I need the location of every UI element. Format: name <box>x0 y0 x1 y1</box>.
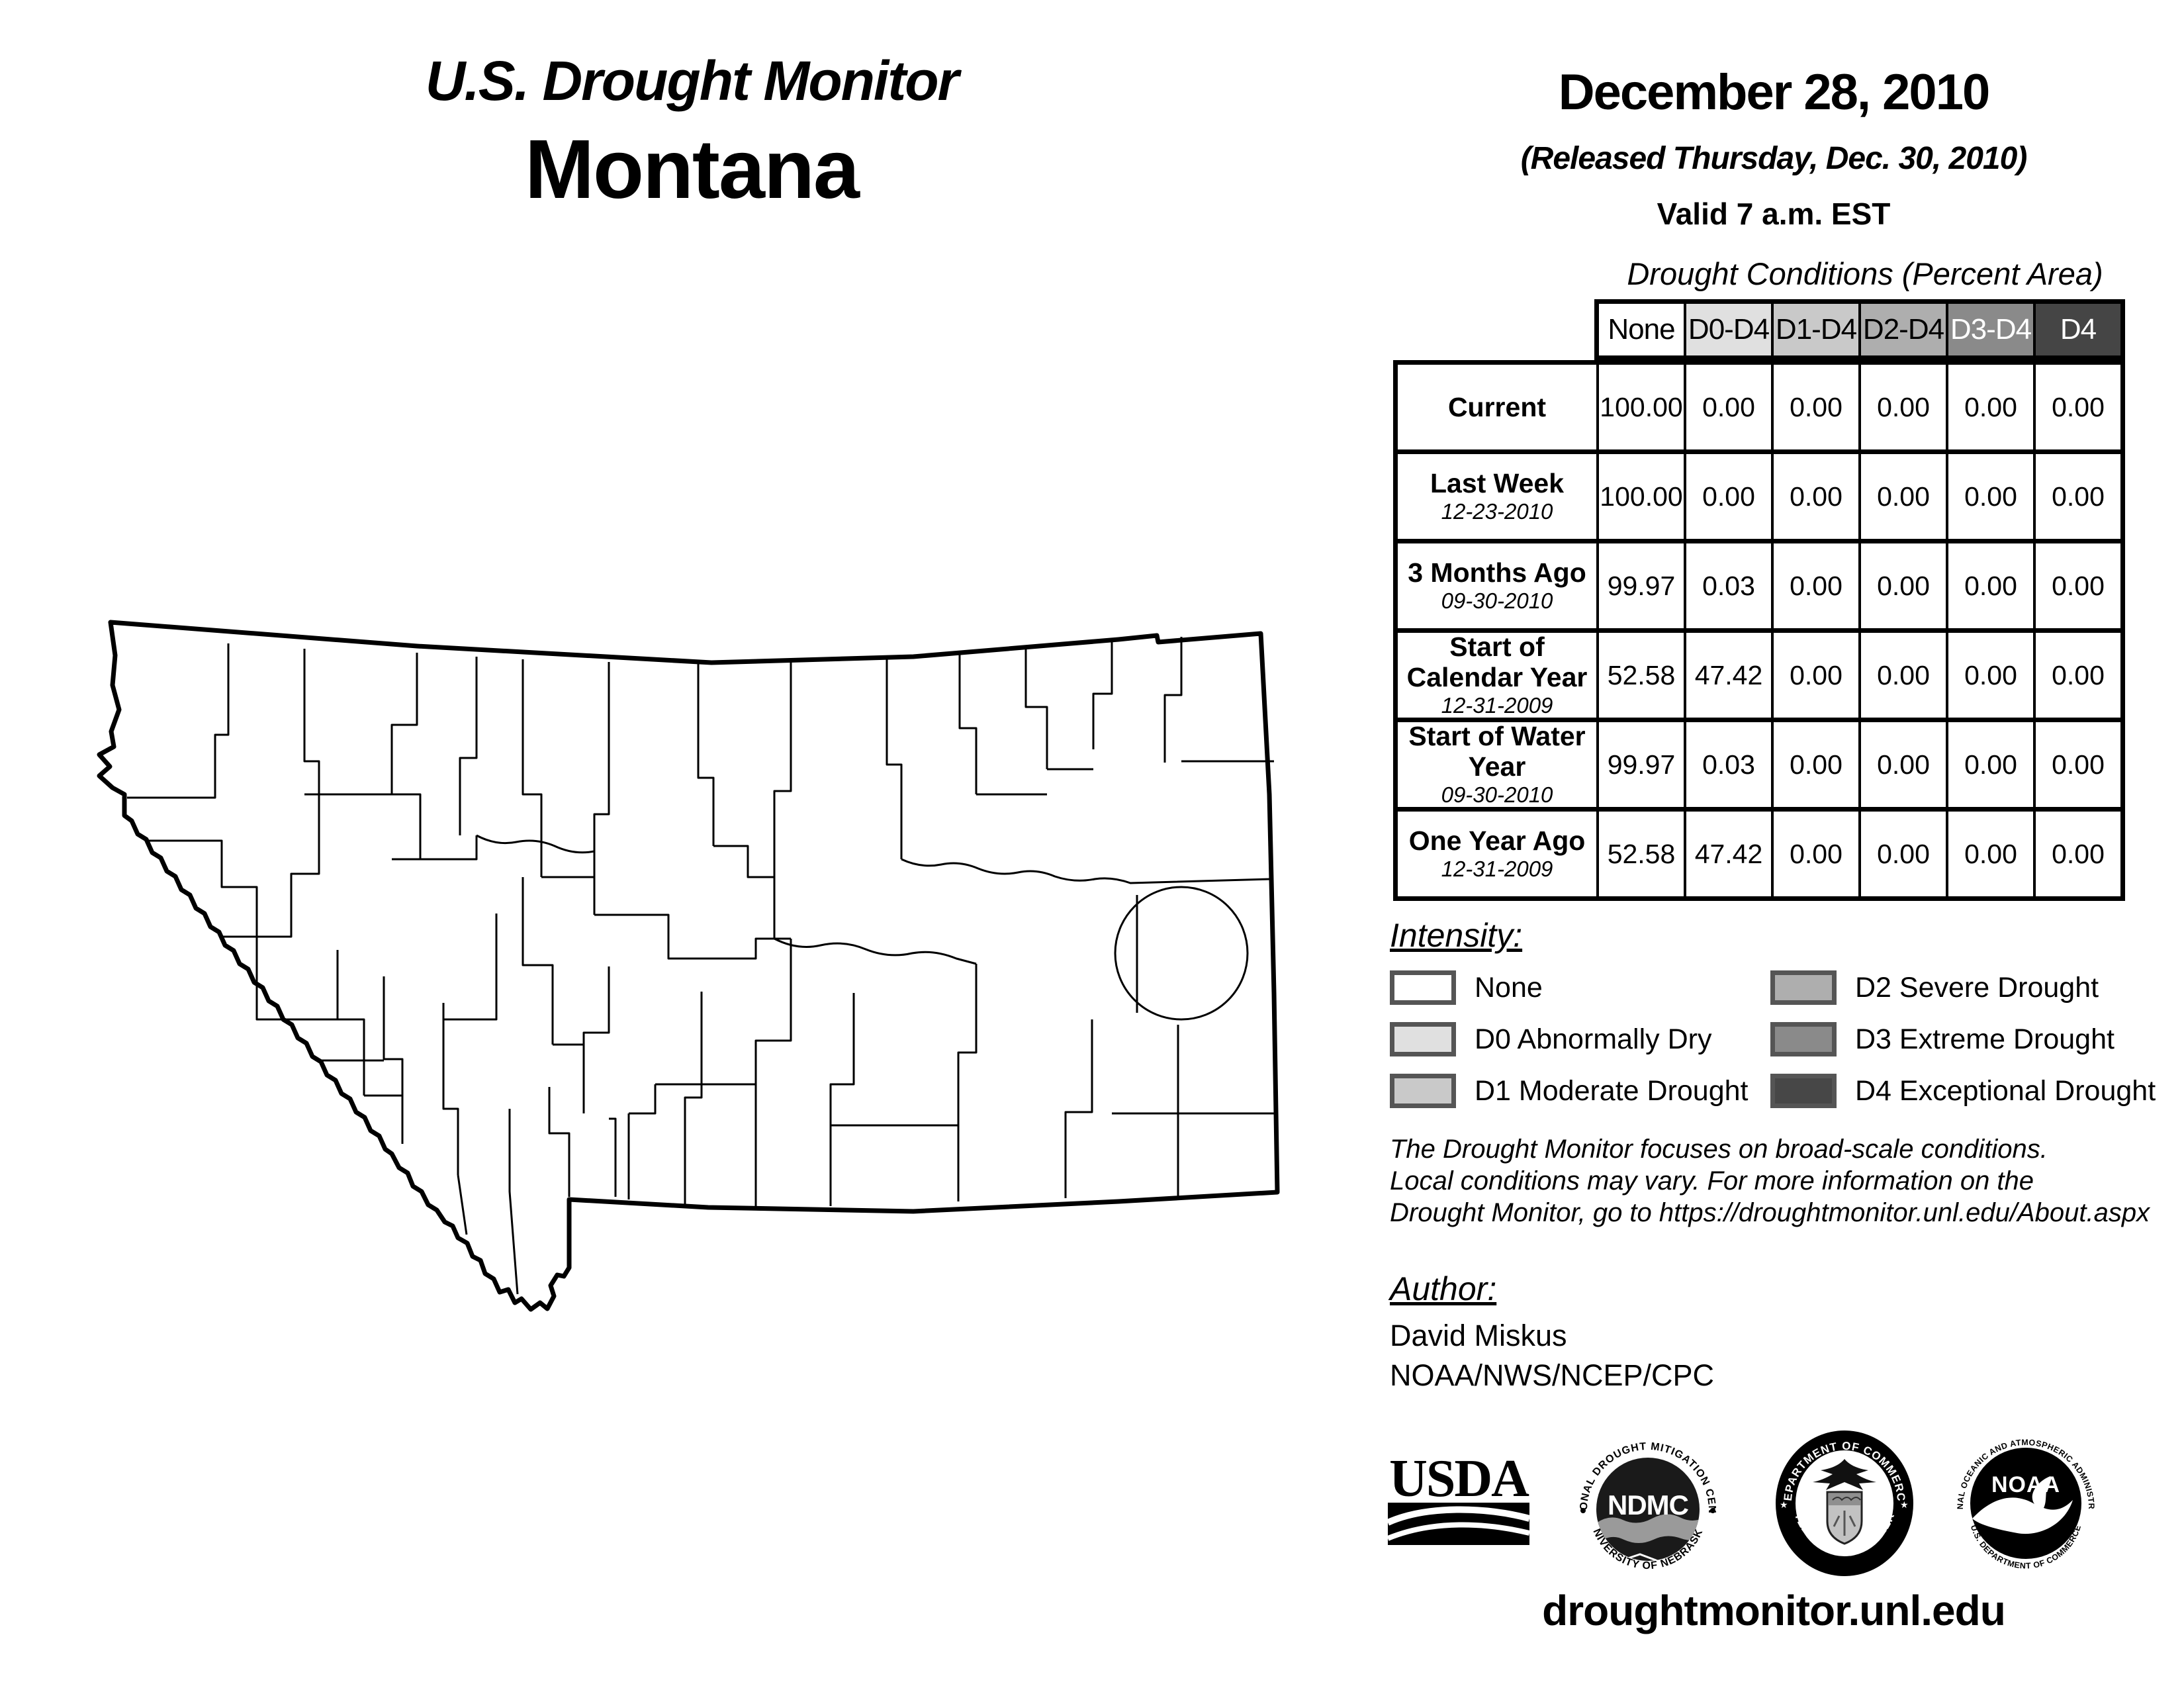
table-cell: 0.03 <box>1686 722 1771 807</box>
legend-column-left: None D0 Abnormally Dry D1 Moderate Droug… <box>1390 970 1749 1125</box>
table-cell: 0.00 <box>1948 812 2033 896</box>
drought-conditions-table: Current 100.00 0.00 0.00 0.00 0.00 0.00 … <box>1393 360 2125 901</box>
table-cell: 0.00 <box>1948 633 2033 718</box>
table-cell: 0.00 <box>2036 722 2120 807</box>
legend-swatch-d2 <box>1770 970 1837 1005</box>
table-cell: 0.00 <box>1861 722 1946 807</box>
table-cell: 0.00 <box>1948 722 2033 807</box>
title-block: U.S. Drought Monitor Montana <box>0 48 1383 216</box>
doc-star-right: ★ <box>1900 1499 1909 1510</box>
table-row-label: Current <box>1398 365 1596 449</box>
table-cell: 0.00 <box>2036 812 2120 896</box>
ndmc-logo-icon: NDMC NATIONAL DROUGHT MITIGATION CENTER … <box>1571 1423 1722 1584</box>
legend-swatch-d3 <box>1770 1022 1837 1056</box>
table-cell: 0.00 <box>1686 365 1771 449</box>
table-cell: 0.00 <box>1948 543 2033 628</box>
table-header-row: None D0-D4 D1-D4 D2-D4 D3-D4 D4 <box>1594 299 2125 360</box>
doc-star-left: ★ <box>1780 1499 1788 1510</box>
table-cell: 0.00 <box>1861 365 1946 449</box>
intensity-heading: Intensity: <box>1390 917 1523 954</box>
table-cell: 52.58 <box>1599 812 1684 896</box>
state-title: Montana <box>525 122 860 216</box>
table-cell: 0.03 <box>1686 543 1771 628</box>
table-cell: 0.00 <box>2036 365 2120 449</box>
table-cell: 0.00 <box>1861 633 1946 718</box>
table-row-label: One Year Ago 12-31-2009 <box>1398 812 1596 896</box>
legend-item: None <box>1390 970 1749 1005</box>
table-cell: 52.58 <box>1599 633 1684 718</box>
legend-item: D4 Exceptional Drought <box>1770 1074 2156 1108</box>
table-cell: 100.00 <box>1599 365 1684 449</box>
county-boundaries <box>127 637 1276 1295</box>
table-cell: 0.00 <box>1861 454 1946 539</box>
report-panel: December 28, 2010 (Released Thursday, De… <box>1363 0 2184 1688</box>
legend-item: D0 Abnormally Dry <box>1390 1022 1749 1056</box>
table-cell: 0.00 <box>1861 812 1946 896</box>
doc-eagle <box>1813 1459 1876 1490</box>
montana-state-map <box>97 620 1280 1312</box>
report-date: December 28, 2010 <box>1558 64 1990 120</box>
table-cell: 47.42 <box>1686 633 1771 718</box>
table-cell: 0.00 <box>1774 454 1858 539</box>
table-row-label: Start of Water Year 09-30-2010 <box>1398 721 1596 807</box>
table-cell: 47.42 <box>1686 812 1771 896</box>
table-cell: 0.00 <box>1948 454 2033 539</box>
table-cell: 0.00 <box>1686 454 1771 539</box>
table-cell: 0.00 <box>1861 543 1946 628</box>
valid-time: Valid 7 a.m. EST <box>1657 197 1891 231</box>
table-cell: 0.00 <box>2036 633 2120 718</box>
usda-logo-icon: USDA <box>1386 1450 1531 1551</box>
table-cell: 100.00 <box>1599 454 1684 539</box>
table-row-label: 3 Months Ago 09-30-2010 <box>1398 543 1596 628</box>
state-border <box>97 620 1280 1312</box>
table-row-label: Start of Calendar Year 12-31-2009 <box>1398 632 1596 718</box>
table-cell: 99.97 <box>1599 543 1684 628</box>
col-header-none: None <box>1599 304 1684 355</box>
ndmc-wordmark: NDMC <box>1608 1489 1689 1521</box>
table-cell: 0.00 <box>2036 543 2120 628</box>
author-name: David Miskus <box>1390 1319 1567 1352</box>
usda-wordmark: USDA <box>1389 1454 1529 1508</box>
legend-swatch-d4 <box>1770 1074 1837 1108</box>
disclaimer-text: The Drought Monitor focuses on broad-sca… <box>1390 1135 2150 1227</box>
department-of-commerce-seal-icon: DEPARTMENT OF COMMERCE UNITED STATES OF … <box>1766 1419 1919 1581</box>
legend-item: D2 Severe Drought <box>1770 970 2156 1005</box>
legend-swatch-d1 <box>1390 1074 1456 1108</box>
table-cell: 0.00 <box>1774 633 1858 718</box>
page-title: U.S. Drought Monitor <box>425 50 960 112</box>
noaa-wordmark: NOAA <box>1991 1472 2060 1497</box>
table-cell: 0.00 <box>1774 543 1858 628</box>
author-organization: NOAA/NWS/NCEP/CPC <box>1390 1358 1715 1392</box>
noaa-seabird <box>1972 1476 2073 1534</box>
table-cell: 0.00 <box>1948 365 2033 449</box>
legend-item: D1 Moderate Drought <box>1390 1074 1749 1108</box>
released-date: (Released Thursday, Dec. 30, 2010) <box>1520 141 2028 176</box>
table-cell: 0.00 <box>2036 454 2120 539</box>
table-cell: 0.00 <box>1774 812 1858 896</box>
table-row-label: Last Week 12-23-2010 <box>1398 454 1596 539</box>
legend-item: D3 Extreme Drought <box>1770 1022 2156 1056</box>
col-header-d2d4: D2-D4 <box>1861 304 1946 355</box>
col-header-d4: D4 <box>2036 304 2120 355</box>
legend-column-right: D2 Severe Drought D3 Extreme Drought D4 … <box>1770 970 2156 1125</box>
legend-swatch-d0 <box>1390 1022 1456 1056</box>
table-cell: 99.97 <box>1599 722 1684 807</box>
table-title: Drought Conditions (Percent Area) <box>1627 256 2103 291</box>
table-cell: 0.00 <box>1774 722 1858 807</box>
author-heading: Author: <box>1390 1270 1497 1307</box>
col-header-d1d4: D1-D4 <box>1774 304 1858 355</box>
drought-monitor-url: droughtmonitor.unl.edu <box>1542 1587 2006 1634</box>
noaa-logo-icon: NOAA NATIONAL OCEANIC AND ATMOSPHERIC AD… <box>1949 1421 2099 1581</box>
legend-swatch-none <box>1390 970 1456 1005</box>
montana-county-map <box>86 596 1297 1344</box>
col-header-d3d4: D3-D4 <box>1948 304 2033 355</box>
table-cell: 0.00 <box>1774 365 1858 449</box>
col-header-d0d4: D0-D4 <box>1686 304 1771 355</box>
